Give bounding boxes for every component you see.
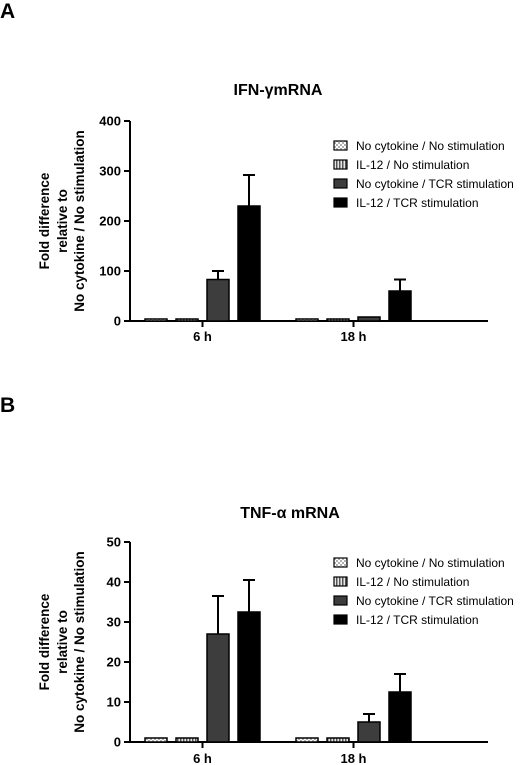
chart-title: TNF-α mRNA bbox=[240, 505, 340, 522]
bar-18h-series-1 bbox=[326, 318, 350, 322]
bar-6h-series-3 bbox=[237, 611, 261, 743]
x-category-label: 6 h bbox=[193, 751, 212, 765]
legend-swatch-0 bbox=[333, 140, 348, 151]
y-tick-label: 200 bbox=[99, 214, 121, 229]
legend-label-0: No cytokine / No stimulation bbox=[356, 139, 505, 153]
y-axis-label-line: relative to bbox=[55, 610, 70, 674]
legend-label-3: IL-12 / TCR stimulation bbox=[356, 196, 479, 210]
legend-label-1: IL-12 / No stimulation bbox=[356, 575, 469, 589]
bar-6h-series-3 bbox=[237, 205, 261, 322]
legend-swatch-1 bbox=[333, 576, 348, 587]
bar-18h-series-0 bbox=[295, 318, 319, 322]
y-tick-label: 40 bbox=[107, 575, 121, 590]
legend-swatch-2 bbox=[333, 178, 348, 189]
y-axis-label-line: relative to bbox=[55, 189, 70, 253]
bar-6h-series-1 bbox=[175, 737, 199, 743]
bar-6h-series-2 bbox=[206, 278, 230, 322]
y-tick-label: 400 bbox=[99, 114, 121, 129]
y-tick-label: 30 bbox=[107, 615, 121, 630]
bar-6h-series-2 bbox=[206, 633, 230, 743]
y-tick-label: 100 bbox=[99, 264, 121, 279]
bar-6h-series-0 bbox=[144, 318, 168, 322]
bar-18h-series-3 bbox=[388, 290, 412, 322]
legend-label-2: No cytokine / TCR stimulation bbox=[356, 177, 514, 191]
legend-label-0: No cytokine / No stimulation bbox=[356, 556, 505, 570]
y-tick-label: 10 bbox=[107, 695, 121, 710]
x-category-label: 18 h bbox=[340, 751, 366, 765]
legend-label-3: IL-12 / TCR stimulation bbox=[356, 613, 479, 627]
chart-title: IFN-γmRNA bbox=[234, 82, 323, 99]
y-axis-label-line: No cytokine / No stimulation bbox=[72, 130, 87, 312]
y-tick-label: 20 bbox=[107, 655, 121, 670]
legend-label-1: IL-12 / No stimulation bbox=[356, 158, 469, 172]
y-tick-label: 0 bbox=[114, 314, 121, 329]
bar-18h-series-2 bbox=[357, 721, 381, 743]
bar-6h-series-0 bbox=[144, 737, 168, 743]
x-category-label: 6 h bbox=[193, 329, 212, 344]
legend-swatch-2 bbox=[333, 595, 348, 606]
y-axis-label-line: Fold difference bbox=[37, 172, 52, 269]
bar-6h-series-1 bbox=[175, 318, 199, 322]
legend-swatch-3 bbox=[333, 197, 348, 208]
y-axis-label-line: No cytokine / No stimulation bbox=[72, 551, 87, 733]
bar-18h-series-1 bbox=[326, 737, 350, 743]
y-tick-label: 300 bbox=[99, 164, 121, 179]
y-axis-label-line: Fold difference bbox=[37, 593, 52, 690]
legend-swatch-3 bbox=[333, 614, 348, 625]
bar-18h-series-3 bbox=[388, 691, 412, 743]
x-category-label: 18 h bbox=[340, 329, 366, 344]
y-tick-label: 50 bbox=[107, 535, 121, 550]
bar-18h-series-0 bbox=[295, 737, 319, 743]
y-tick-label: 0 bbox=[114, 735, 121, 750]
legend-label-2: No cytokine / TCR stimulation bbox=[356, 594, 514, 608]
panel-b-letter: B bbox=[0, 394, 15, 417]
bar-18h-series-2 bbox=[357, 316, 381, 322]
legend-swatch-0 bbox=[333, 557, 348, 568]
legend-swatch-1 bbox=[333, 159, 348, 170]
panel-a-letter: A bbox=[0, 0, 15, 23]
